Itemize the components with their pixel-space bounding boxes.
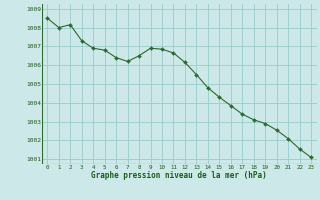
X-axis label: Graphe pression niveau de la mer (hPa): Graphe pression niveau de la mer (hPa) [91,171,267,180]
